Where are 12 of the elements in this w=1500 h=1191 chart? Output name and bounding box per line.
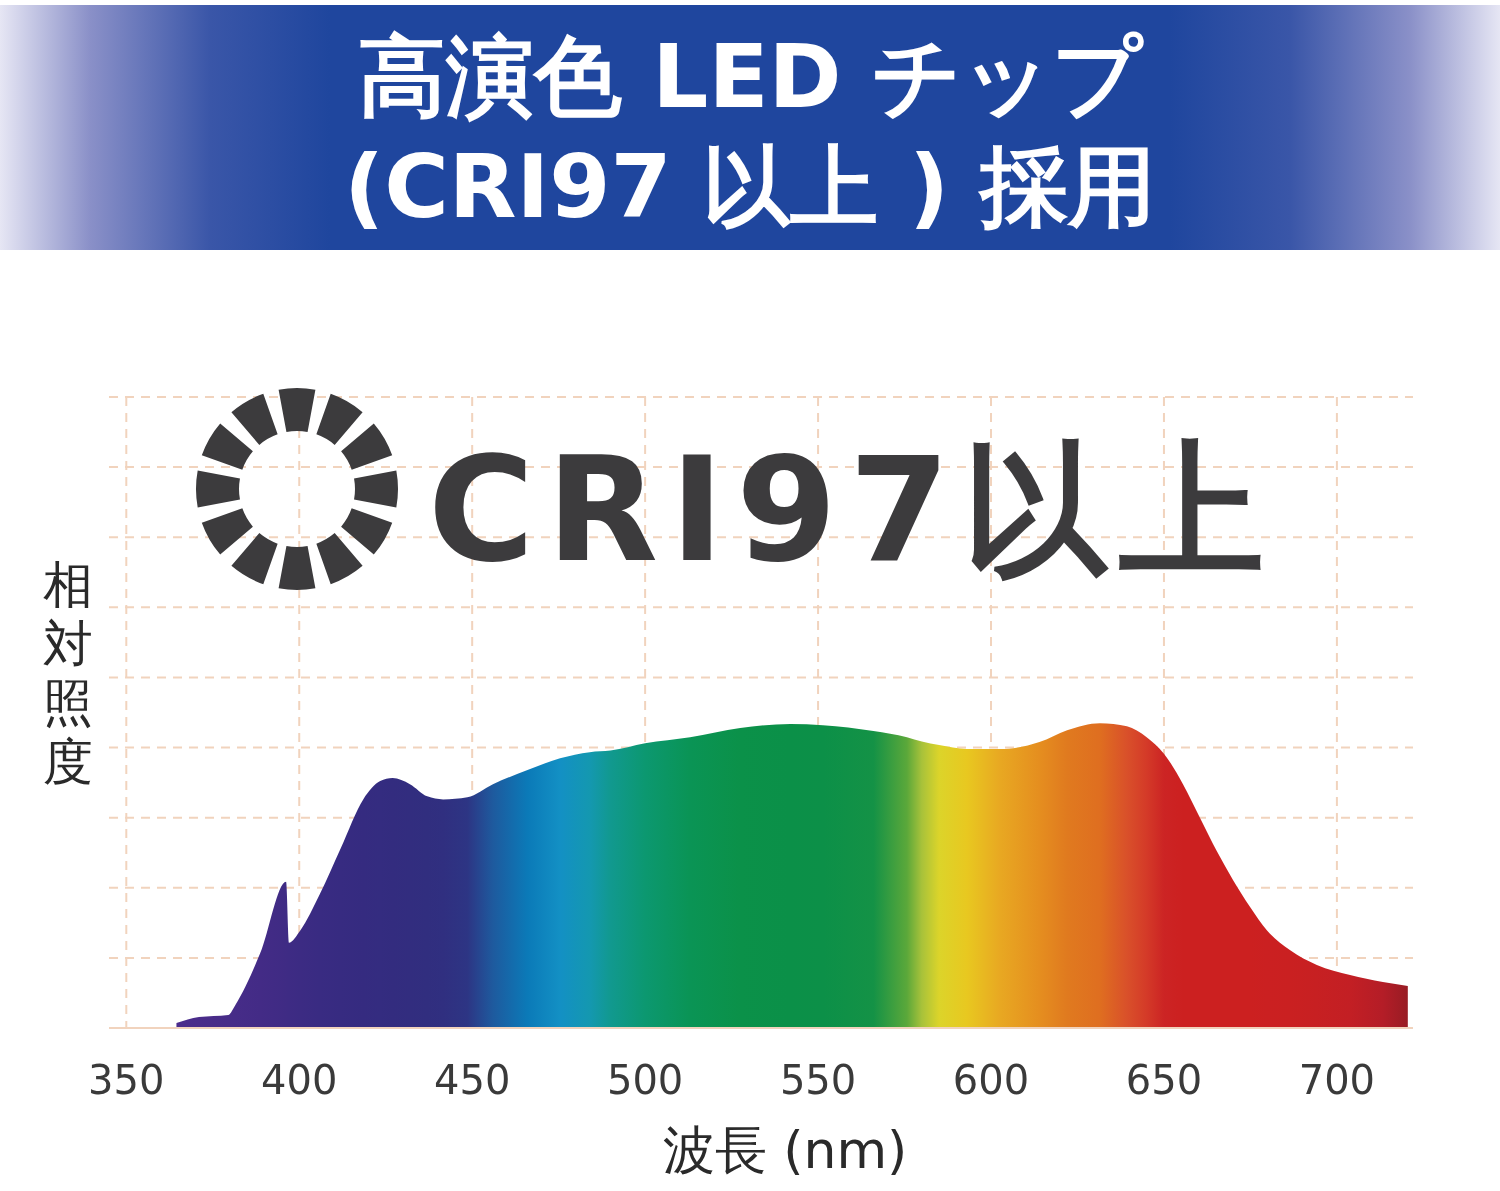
- x-tick-label: 700: [1298, 1057, 1376, 1103]
- x-tick-label: 450: [434, 1057, 511, 1103]
- x-axis-title: 波長 (nm): [662, 1120, 908, 1180]
- text: CRI97以上: [428, 425, 1276, 594]
- x-tick-label: 650: [1125, 1057, 1203, 1103]
- x-tick-label: 350: [88, 1057, 165, 1103]
- y-axis-title: 相対照度: [43, 556, 93, 791]
- x-tick-label: 550: [779, 1057, 857, 1103]
- x-tick-label: 400: [261, 1057, 338, 1103]
- x-tick-label: 500: [606, 1057, 684, 1103]
- x-tick-label: 600: [952, 1057, 1030, 1103]
- chart-title: 高演色 LED チップ (CRI97 以上 ) 採用: [344, 25, 1156, 238]
